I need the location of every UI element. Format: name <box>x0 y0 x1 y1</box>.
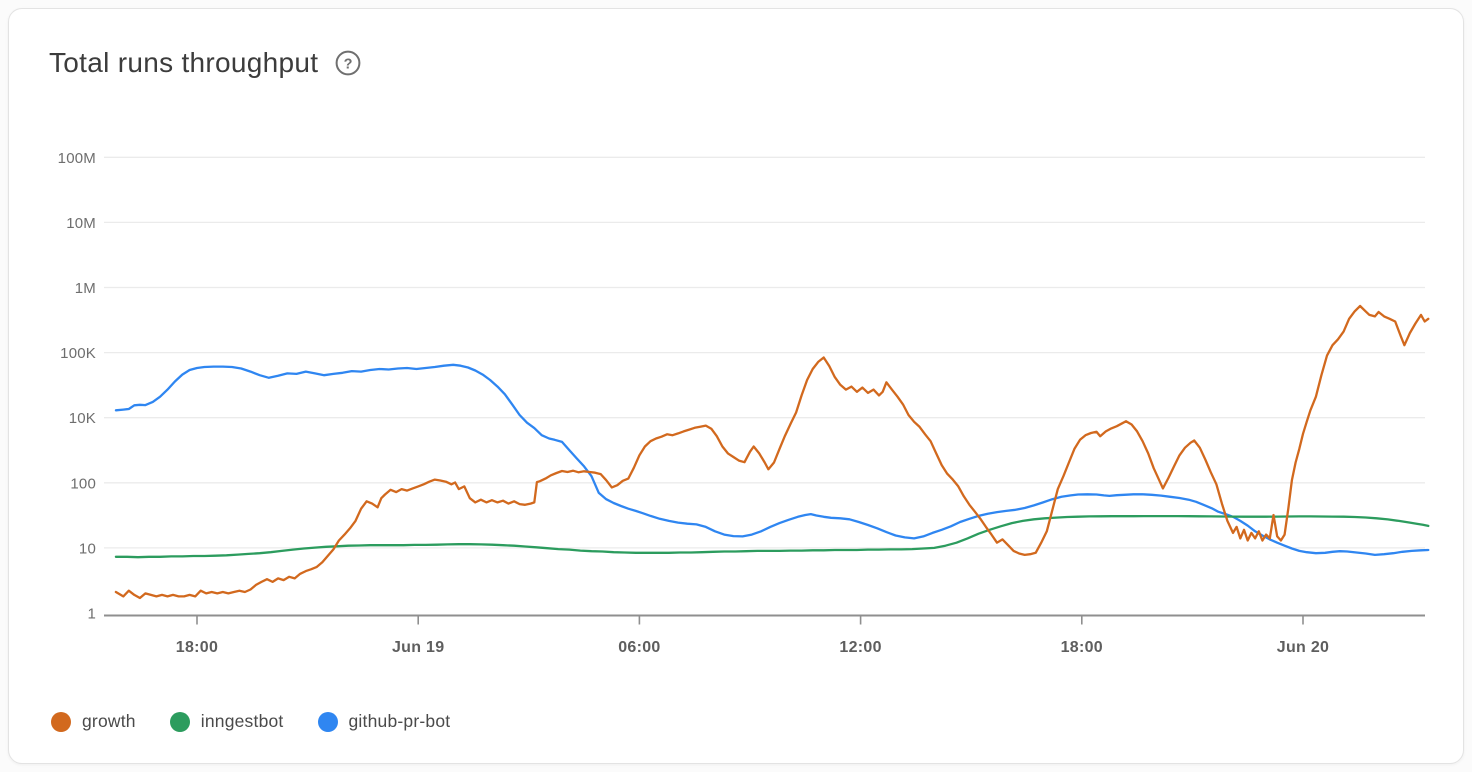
series-line-github-pr-bot[interactable] <box>114 363 1430 557</box>
legend-item-inngestbot: inngestbot <box>169 711 284 732</box>
legend-dot-icon <box>317 711 338 732</box>
y-axis-label: 1 <box>87 606 96 623</box>
legend-label: inngestbot <box>200 711 284 731</box>
y-axis-label: 100 <box>70 475 96 492</box>
legend-dot-icon <box>169 711 190 732</box>
legend-label: github-pr-bot <box>348 711 451 731</box>
y-axis-label: 100M <box>58 150 96 167</box>
y-axis-label: 10K <box>69 410 96 427</box>
x-axis-label: 18:00 <box>176 639 218 656</box>
svg-text:?: ? <box>344 56 353 72</box>
throughput-card: Total runs throughput ? growth inngestbot… <box>8 8 1464 764</box>
x-axis-label: 12:00 <box>839 639 881 656</box>
y-axis-label: 100K <box>60 345 96 362</box>
x-axis-label: Jun 19 <box>392 639 445 656</box>
x-axis-label: Jun 20 <box>1277 639 1330 656</box>
chart-legend: growth inngestbot github-pr-bot <box>51 711 450 732</box>
help-icon[interactable]: ? <box>334 49 362 77</box>
legend-dot-icon <box>51 711 71 732</box>
chart-plot-area[interactable] <box>104 140 1425 616</box>
legend-label: growth <box>82 711 136 731</box>
page-title: Total runs throughput <box>49 47 319 78</box>
legend-item-growth: growth <box>51 711 136 732</box>
x-axis-label: 06:00 <box>618 639 660 656</box>
legend-item-github-pr-bot: github-pr-bot <box>317 711 451 732</box>
card-header: Total runs throughput ? <box>49 47 362 79</box>
series-line-inngestbot[interactable] <box>114 514 1430 559</box>
series-line-growth[interactable] <box>114 304 1430 600</box>
y-axis-label: 1M <box>75 280 96 297</box>
x-axis-label: 18:00 <box>1061 639 1103 656</box>
y-axis-label: 10 <box>79 540 96 557</box>
y-axis-label: 10M <box>66 215 96 232</box>
